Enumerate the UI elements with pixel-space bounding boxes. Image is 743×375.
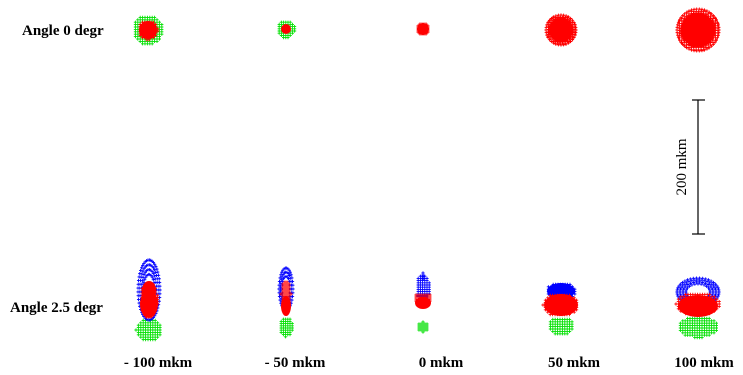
- spot-angle0-0: [416, 22, 430, 36]
- column-label-minus-50: - 50 mkm: [265, 355, 326, 371]
- row-label-angle-2-5: Angle 2.5 degr: [10, 300, 103, 316]
- spot-angle2-5-0: [414, 271, 432, 334]
- spot-angle0-minus50: [277, 20, 297, 40]
- scale-bar-label: 200 mkm: [674, 138, 690, 195]
- column-label-0: 0 mkm: [419, 355, 464, 371]
- spot-angle2-5-100: [674, 276, 721, 340]
- spot-angle0-50: [544, 13, 578, 47]
- spot-angle0-100: [675, 7, 721, 53]
- spot-angle0-minus100: [133, 15, 164, 46]
- spot-angle2-5-minus100: [134, 258, 162, 342]
- spot-angle2-5-50: [541, 282, 579, 336]
- column-label-minus-100: - 100 mkm: [124, 355, 193, 371]
- spot-angle2-5-minus50: [277, 266, 295, 339]
- row-label-angle-0: Angle 0 degr: [22, 23, 104, 39]
- column-label-100: 100 mkm: [674, 355, 734, 371]
- column-label-50: 50 mkm: [548, 355, 601, 371]
- scale-bar: [692, 99, 705, 235]
